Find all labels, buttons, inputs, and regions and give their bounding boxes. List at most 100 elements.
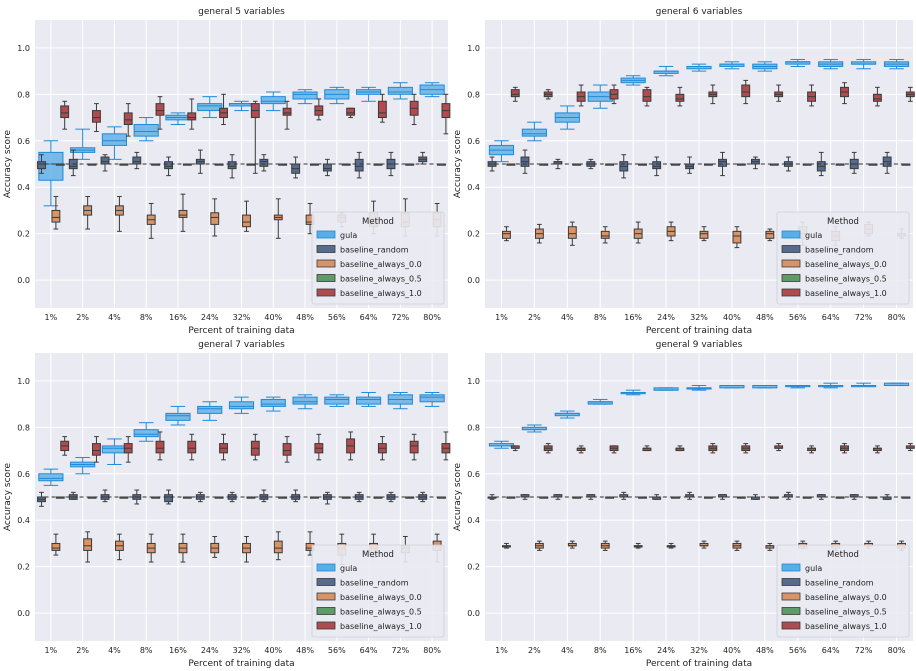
y-axis-label: Accuracy score [453, 129, 463, 198]
series-baseline-always-1-0 [60, 431, 451, 463]
box [219, 433, 228, 461]
subplot-3: 0.0 0.2 0.4 0.6 0.8 1.0 1% 2% 4% 8% 16% 24% 32% 40% 48… [3, 340, 451, 669]
box [155, 96, 165, 130]
x-tick-label: 1% [45, 646, 58, 655]
legend-label: gula [340, 231, 357, 240]
x-tick-label: 2% [76, 646, 89, 655]
x-tick-label: 8% [594, 313, 607, 322]
box [488, 140, 515, 163]
box [741, 443, 751, 454]
box [346, 431, 356, 461]
box [487, 494, 497, 500]
box [409, 93, 419, 126]
box [210, 535, 220, 558]
box [314, 433, 324, 461]
x-tick-label: 40% [723, 313, 741, 322]
y-tick-label: 0.4 [467, 183, 480, 192]
box [708, 84, 718, 105]
box-body [741, 84, 751, 98]
x-tick-label: 8% [140, 646, 153, 655]
legend-title: Method [362, 550, 394, 560]
box [765, 542, 775, 551]
legend: Method gula baseline_random baseline_always… [776, 544, 910, 638]
box-body [100, 156, 110, 165]
legend-label: baseline_always_1.0 [805, 622, 887, 631]
box [195, 149, 205, 174]
box [686, 63, 712, 72]
box [619, 154, 629, 179]
box-body [292, 91, 318, 100]
box [92, 436, 101, 463]
box [178, 533, 188, 563]
box-body [765, 230, 775, 239]
box [92, 103, 101, 132]
x-tick-label: 80% [423, 313, 441, 322]
box-body [324, 396, 350, 405]
box [197, 401, 223, 421]
y-tick-label: 0.0 [17, 609, 30, 618]
box [708, 443, 718, 454]
legend-label: baseline_random [340, 579, 409, 588]
box [600, 540, 610, 551]
box [719, 61, 745, 70]
y-tick-label: 0.8 [17, 90, 30, 99]
x-tick-label: 72% [391, 313, 409, 322]
box [441, 93, 451, 135]
x-tick-label: 1% [45, 313, 58, 322]
y-tick-label: 0.0 [467, 276, 480, 285]
box-body [38, 473, 64, 482]
box [752, 385, 778, 389]
box [273, 531, 283, 561]
x-tick-label: 48% [296, 313, 314, 322]
x-tick-label: 56% [789, 646, 807, 655]
box-body [155, 440, 165, 454]
box-body [419, 394, 445, 403]
box [37, 491, 46, 507]
x-tick-label: 64% [360, 313, 378, 322]
box-body [210, 212, 220, 225]
box [652, 156, 662, 177]
legend-swatch [781, 621, 801, 630]
box [807, 84, 817, 107]
box [291, 156, 301, 179]
box [487, 156, 497, 172]
x-tick-label: 48% [296, 646, 314, 655]
legend-swatch [316, 621, 336, 630]
box [146, 202, 156, 239]
y-tick-label: 0.6 [17, 470, 30, 479]
box [554, 410, 580, 419]
legend-label: baseline_random [805, 246, 874, 255]
series-baseline-random [487, 149, 892, 179]
box [620, 75, 646, 86]
box [521, 424, 547, 433]
box [543, 443, 553, 454]
box [818, 58, 844, 70]
y-tick-label: 0.4 [17, 183, 30, 192]
y-tick-label: 1.0 [467, 377, 480, 386]
series-gula [488, 382, 910, 449]
box-body [164, 494, 173, 503]
box [785, 58, 811, 67]
box [387, 82, 413, 100]
box [377, 93, 387, 123]
legend-label: gula [805, 231, 822, 240]
box [51, 533, 61, 556]
box-body [675, 93, 685, 102]
y-tick-label: 0.4 [467, 516, 480, 525]
y-tick-label: 0.2 [17, 563, 30, 572]
box-body [178, 209, 188, 218]
box [752, 61, 778, 72]
box [70, 457, 96, 475]
box [155, 431, 165, 461]
box [314, 98, 324, 121]
box [666, 542, 676, 549]
legend-swatch [781, 563, 801, 572]
box [765, 228, 775, 242]
box-body [228, 401, 255, 410]
box [620, 389, 646, 396]
box [324, 86, 350, 105]
box-body [132, 156, 142, 165]
y-tick-label: 0.8 [17, 423, 30, 432]
legend-swatch [316, 607, 336, 615]
